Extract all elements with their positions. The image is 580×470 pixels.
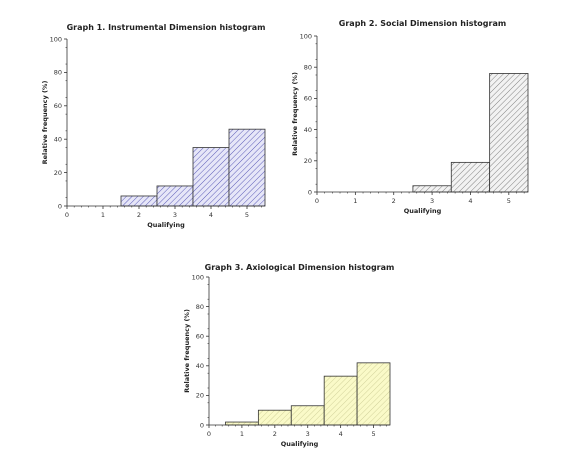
y-tick-label: 60 xyxy=(54,102,62,110)
y-tick-label: 20 xyxy=(196,392,204,400)
x-tick-label: 0 xyxy=(207,430,211,438)
instrumental-histogram: Graph 1. Instrumental Dimension histogra… xyxy=(41,23,265,229)
histogram-bar-2 xyxy=(257,409,292,426)
histogram-bar-5 xyxy=(356,362,391,426)
histogram-bar-1 xyxy=(225,421,259,426)
y-tick-label: 20 xyxy=(54,169,62,177)
x-axis-label: Qualifying xyxy=(404,207,442,215)
x-tick-label: 1 xyxy=(101,211,105,219)
x-tick-label: 5 xyxy=(371,430,375,438)
histogram-bar-4 xyxy=(323,375,358,426)
y-axis-label: Relative frequency (%) xyxy=(291,72,299,156)
x-tick-label: 2 xyxy=(273,430,277,438)
y-tick-label: 100 xyxy=(192,273,204,281)
y-tick-label: 0 xyxy=(308,188,312,196)
histogram-bar-4 xyxy=(192,147,230,207)
y-tick-label: 80 xyxy=(196,303,204,311)
histogram-bar-2 xyxy=(120,195,158,207)
y-axis-label: Relative frequency (%) xyxy=(183,309,191,393)
x-tick-label: 3 xyxy=(173,211,177,219)
y-axis-label: Relative frequency (%) xyxy=(41,81,49,165)
x-tick-label: 2 xyxy=(392,197,396,205)
x-tick-label: 5 xyxy=(507,197,511,205)
y-tick-label: 60 xyxy=(304,95,312,103)
x-tick-label: 1 xyxy=(353,197,357,205)
x-tick-label: 3 xyxy=(306,430,310,438)
y-tick-label: 60 xyxy=(196,333,204,341)
axiological-histogram: Graph 3. Axiological Dimension histogram… xyxy=(183,263,394,448)
y-tick-label: 80 xyxy=(304,64,312,72)
x-tick-label: 3 xyxy=(430,197,434,205)
y-tick-label: 80 xyxy=(54,69,62,77)
x-tick-label: 4 xyxy=(209,211,213,219)
y-tick-label: 0 xyxy=(200,421,204,429)
y-tick-label: 100 xyxy=(300,32,312,40)
y-tick-label: 40 xyxy=(54,136,62,144)
histogram-bar-5 xyxy=(228,128,266,207)
y-tick-label: 40 xyxy=(304,126,312,134)
histogram-bar-3 xyxy=(412,185,452,193)
chart-title: Graph 2. Social Dimension histogram xyxy=(339,19,506,28)
x-tick-label: 5 xyxy=(245,211,249,219)
histogram-bar-4 xyxy=(450,161,491,193)
histogram-bar-3 xyxy=(156,185,194,207)
x-tick-label: 4 xyxy=(468,197,472,205)
x-tick-label: 2 xyxy=(137,211,141,219)
y-tick-label: 40 xyxy=(196,362,204,370)
x-axis-label: Qualifying xyxy=(147,221,185,229)
histogram-bar-5 xyxy=(489,73,529,193)
social-histogram: Graph 2. Social Dimension histogram02040… xyxy=(291,19,529,215)
x-axis-label: Qualifying xyxy=(281,440,319,448)
chart-title: Graph 3. Axiological Dimension histogram xyxy=(205,263,395,272)
chart-title: Graph 1. Instrumental Dimension histogra… xyxy=(67,23,266,32)
y-tick-label: 20 xyxy=(304,157,312,165)
x-tick-label: 4 xyxy=(339,430,343,438)
x-tick-label: 0 xyxy=(315,197,319,205)
y-tick-label: 100 xyxy=(50,35,62,43)
x-tick-label: 0 xyxy=(65,211,69,219)
histogram-bar-3 xyxy=(290,405,325,426)
y-tick-label: 0 xyxy=(58,202,62,210)
x-tick-label: 1 xyxy=(240,430,244,438)
